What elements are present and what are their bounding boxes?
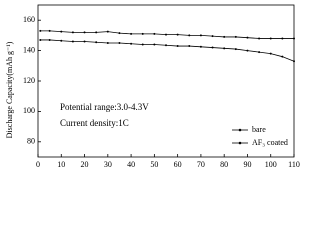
series-line bbox=[40, 39, 295, 62]
x-tick-label: 30 bbox=[104, 160, 112, 169]
data-point bbox=[60, 39, 63, 42]
data-point bbox=[269, 52, 272, 55]
data-point bbox=[165, 44, 167, 47]
data-point bbox=[48, 29, 51, 32]
data-point bbox=[83, 40, 86, 43]
x-tick-label: 10 bbox=[57, 160, 65, 169]
data-point bbox=[141, 32, 144, 35]
data-point bbox=[118, 42, 121, 44]
data-point bbox=[188, 34, 191, 37]
legend-marker bbox=[238, 141, 242, 145]
y-tick-label: 140 bbox=[23, 45, 35, 54]
legend-label: AF₃ coated bbox=[252, 138, 288, 147]
x-tick-label: 90 bbox=[243, 160, 251, 169]
data-point bbox=[199, 45, 202, 48]
y-axis-label: Discharge Capacity(mAh g⁻¹) bbox=[5, 41, 14, 138]
data-point bbox=[246, 49, 249, 52]
data-point bbox=[234, 48, 237, 51]
x-tick-label: 100 bbox=[265, 160, 277, 169]
x-tick-label: 70 bbox=[197, 160, 205, 169]
y-tick-label: 160 bbox=[23, 15, 35, 24]
data-point bbox=[106, 42, 109, 44]
y-tick-label: 120 bbox=[23, 76, 35, 85]
x-tick-label: 60 bbox=[174, 160, 182, 169]
data-point bbox=[176, 33, 179, 36]
series-line bbox=[40, 30, 294, 39]
legend-marker bbox=[238, 128, 242, 132]
x-tick-label: 80 bbox=[220, 160, 228, 169]
data-point bbox=[95, 31, 98, 34]
data-point bbox=[293, 60, 295, 63]
data-point bbox=[165, 33, 167, 36]
data-point bbox=[293, 37, 295, 40]
data-point bbox=[71, 40, 74, 43]
x-tick-label: 110 bbox=[288, 160, 300, 169]
data-point bbox=[48, 38, 51, 41]
plot-frame bbox=[37, 4, 295, 158]
data-point bbox=[269, 37, 272, 40]
data-point bbox=[141, 43, 144, 46]
x-tick-label: 20 bbox=[81, 160, 89, 169]
chart: Discharge Capacity(mAh g⁻¹) Potential ra… bbox=[5, 4, 300, 169]
data-point bbox=[130, 42, 133, 45]
y-tick-label: 80 bbox=[27, 137, 35, 146]
data-point bbox=[223, 47, 226, 50]
data-point bbox=[176, 45, 179, 48]
x-tick-label: 0 bbox=[36, 160, 40, 169]
data-point bbox=[199, 34, 202, 37]
data-point bbox=[211, 46, 214, 49]
data-point bbox=[118, 32, 121, 35]
x-tick-label: 50 bbox=[150, 160, 158, 169]
data-point bbox=[95, 41, 98, 44]
data-point bbox=[130, 32, 133, 35]
data-point bbox=[211, 35, 214, 38]
data-point bbox=[246, 36, 249, 39]
data-point bbox=[39, 29, 42, 32]
data-point bbox=[60, 30, 63, 33]
x-tick-label: 40 bbox=[127, 160, 135, 169]
data-point bbox=[281, 55, 284, 58]
data-point bbox=[153, 32, 156, 35]
annotation: Potential range:3.0-4.3V bbox=[60, 102, 149, 112]
legend-label: bare bbox=[252, 125, 266, 134]
data-point bbox=[153, 43, 156, 46]
data-point bbox=[234, 35, 237, 38]
data-point bbox=[39, 38, 42, 41]
data-point bbox=[83, 31, 86, 34]
data-point bbox=[71, 31, 74, 34]
data-point bbox=[223, 35, 226, 38]
data-point bbox=[258, 51, 261, 54]
annotation: Current density:1C bbox=[60, 118, 129, 128]
data-point bbox=[106, 30, 109, 33]
data-point bbox=[281, 37, 284, 40]
data-point bbox=[258, 37, 261, 40]
data-point bbox=[188, 45, 191, 48]
y-tick-label: 100 bbox=[23, 106, 35, 115]
